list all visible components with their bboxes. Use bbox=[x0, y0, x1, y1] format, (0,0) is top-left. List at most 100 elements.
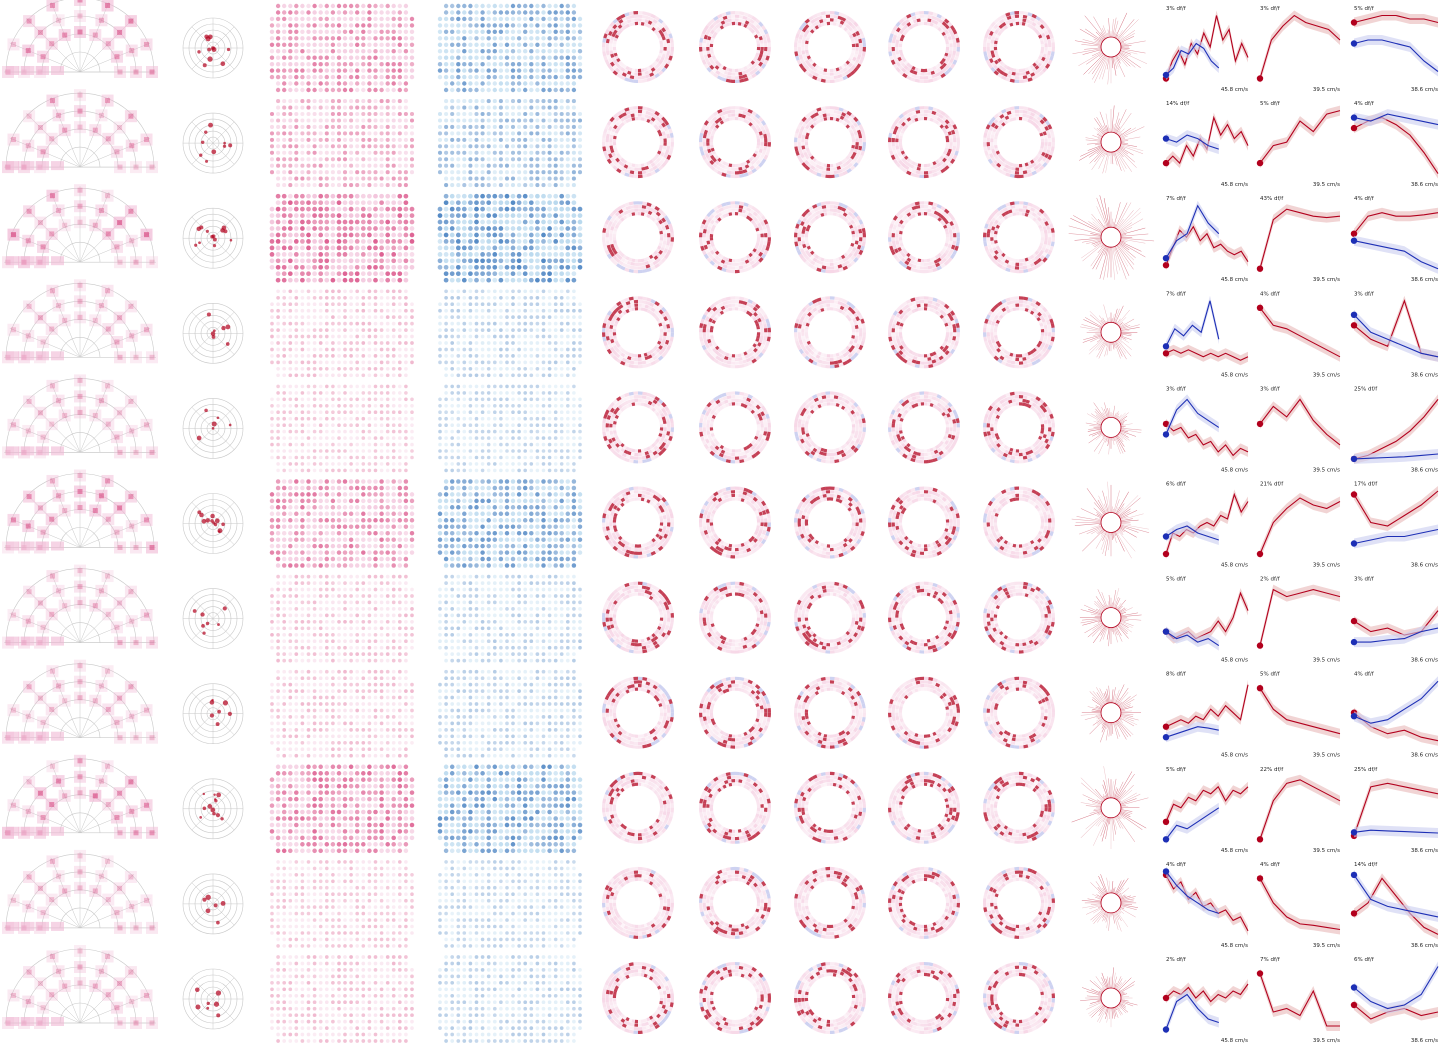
map-dot bbox=[571, 170, 576, 175]
map-dot bbox=[486, 157, 491, 162]
map-dot bbox=[409, 74, 415, 80]
starburst-ray bbox=[1120, 40, 1146, 46]
map-dot bbox=[391, 157, 396, 162]
map-dot bbox=[553, 124, 558, 129]
ring-segment bbox=[955, 132, 960, 138]
map-dot bbox=[523, 10, 528, 15]
map-dot bbox=[498, 49, 504, 54]
map-dot bbox=[449, 264, 455, 270]
map-dot bbox=[391, 49, 396, 54]
map-dot bbox=[523, 118, 528, 123]
map-dot bbox=[547, 99, 552, 104]
map-dot bbox=[541, 176, 546, 181]
ring-segment bbox=[830, 174, 835, 179]
map-dot bbox=[486, 193, 492, 199]
ring-segment bbox=[830, 109, 835, 114]
fan-square bbox=[52, 14, 65, 27]
map-dot bbox=[360, 239, 366, 244]
map-dot bbox=[367, 61, 372, 67]
map-dot bbox=[373, 239, 378, 244]
map-dot bbox=[456, 163, 461, 168]
map-dot bbox=[275, 10, 281, 15]
amplitude-label: 3% df/f bbox=[1166, 6, 1187, 12]
map-dot bbox=[385, 118, 390, 123]
map-dot bbox=[330, 131, 335, 136]
ring-segment bbox=[730, 79, 735, 83]
ring-segment bbox=[657, 70, 664, 76]
map-dot bbox=[522, 232, 528, 238]
ring-segment bbox=[650, 67, 656, 72]
ring-segment bbox=[659, 233, 664, 238]
ring-segment bbox=[725, 106, 731, 111]
map-dot bbox=[403, 163, 408, 168]
map-dot bbox=[462, 49, 467, 54]
map-dot bbox=[318, 68, 323, 73]
map-dot bbox=[282, 74, 287, 80]
ring-segment bbox=[858, 42, 863, 47]
map-dot bbox=[349, 111, 354, 117]
map-dot bbox=[385, 124, 390, 129]
map-dot bbox=[547, 131, 552, 136]
map-dot bbox=[547, 144, 552, 149]
map-dot bbox=[571, 61, 577, 67]
ring-segment bbox=[821, 14, 827, 19]
map-dot bbox=[312, 131, 317, 136]
map-dot bbox=[385, 252, 391, 257]
map-dot bbox=[330, 68, 336, 73]
map-dot bbox=[547, 49, 552, 54]
ring-segment bbox=[794, 47, 798, 52]
ring-segment bbox=[735, 174, 740, 179]
map-dot bbox=[461, 226, 467, 231]
map-dot bbox=[324, 219, 330, 225]
ring-segment bbox=[1023, 173, 1029, 178]
map-dot bbox=[361, 183, 366, 188]
target-dot bbox=[197, 50, 201, 54]
map-dot bbox=[361, 42, 366, 47]
map-dot bbox=[306, 157, 311, 162]
map-dot bbox=[492, 131, 497, 136]
map-dot bbox=[559, 131, 564, 136]
ring-segment bbox=[834, 173, 840, 178]
map-dot bbox=[385, 157, 390, 162]
starburst-ray bbox=[1119, 146, 1126, 149]
fan-square-core bbox=[10, 232, 16, 238]
map-dot bbox=[361, 68, 366, 73]
fan-base-square bbox=[6, 161, 19, 171]
ring-segment bbox=[713, 58, 718, 63]
ring-segment bbox=[830, 204, 835, 209]
ring-segment bbox=[837, 15, 843, 21]
map-dot bbox=[559, 61, 564, 67]
ring-segment bbox=[842, 75, 848, 81]
map-dot bbox=[480, 252, 485, 257]
fan-square-core bbox=[77, 187, 83, 193]
ring-segment bbox=[666, 232, 671, 238]
ring-segment bbox=[657, 55, 662, 60]
map-dot bbox=[461, 258, 467, 264]
map-dot bbox=[571, 23, 577, 28]
map-dot bbox=[288, 81, 293, 86]
ring-segment bbox=[986, 133, 991, 139]
ring-segment bbox=[830, 266, 835, 270]
ring-segment bbox=[666, 145, 671, 151]
map-dot bbox=[342, 239, 348, 244]
map-dot bbox=[510, 81, 516, 86]
ring-segment bbox=[855, 138, 859, 143]
map-dot bbox=[510, 170, 516, 175]
ring-segment bbox=[706, 142, 710, 146]
map-dot bbox=[385, 277, 391, 283]
map-dot bbox=[367, 200, 372, 206]
ring-segment bbox=[743, 77, 749, 82]
map-dot bbox=[443, 213, 449, 218]
ring-segment bbox=[735, 18, 739, 22]
target-dot bbox=[212, 244, 217, 248]
map-dot bbox=[462, 23, 467, 28]
map-dot bbox=[281, 277, 287, 283]
map-dot bbox=[468, 232, 473, 238]
ring-segment bbox=[613, 37, 618, 42]
ring-segment bbox=[612, 237, 617, 241]
fan-square-core bbox=[26, 18, 32, 24]
map-dot bbox=[281, 219, 287, 225]
map-dot bbox=[504, 144, 510, 149]
map-dot bbox=[541, 105, 546, 110]
speed-label: 38.6 cm/s bbox=[1411, 87, 1438, 93]
